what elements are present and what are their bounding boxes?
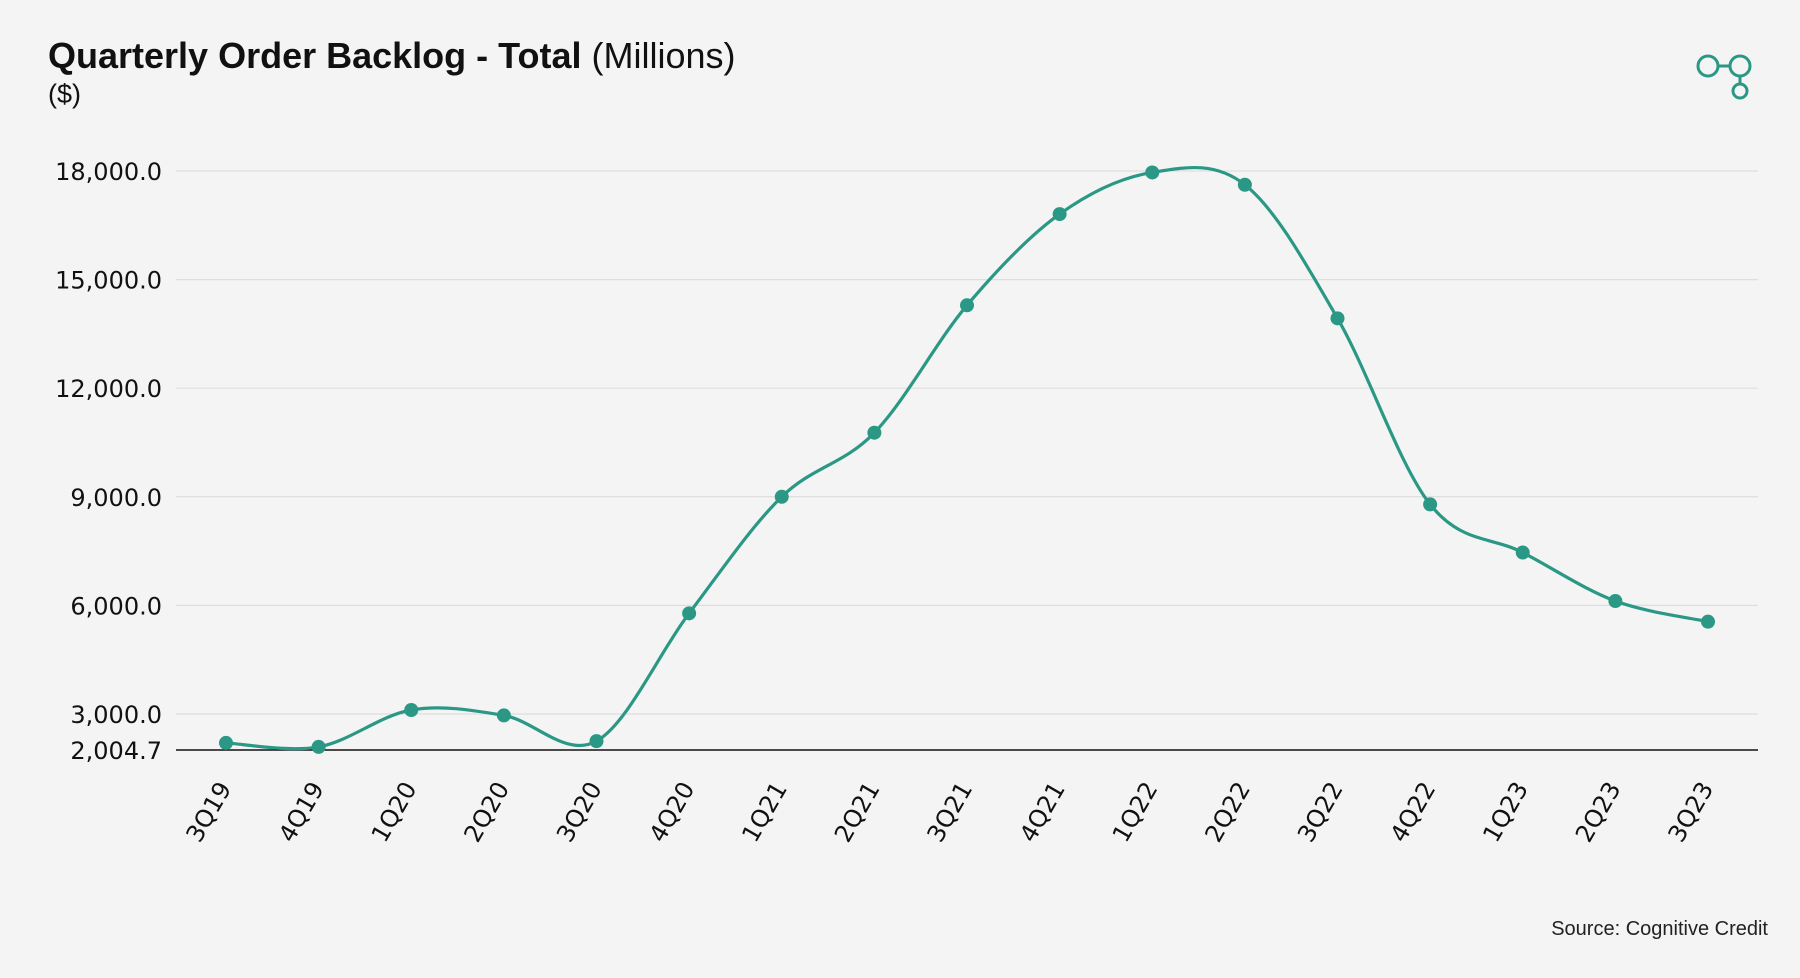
source-note: Source: Cognitive Credit [1551, 918, 1768, 940]
chart-title-main: Quarterly Order Backlog - Total [48, 35, 582, 76]
x-tick-label: 4Q21 [1014, 777, 1071, 847]
x-tick-label: 4Q22 [1385, 777, 1442, 847]
series-line [225, 165, 1709, 751]
data-point [960, 298, 974, 313]
x-tick-label: 4Q20 [644, 777, 701, 847]
title-block: Quarterly Order Backlog - Total (Million… [48, 34, 735, 110]
cognitive-credit-logo-icon [1696, 54, 1752, 100]
x-tick-label: 2Q22 [1199, 777, 1256, 847]
data-point [1515, 545, 1530, 560]
data-point [682, 606, 697, 621]
x-tick-label: 1Q21 [736, 777, 793, 847]
y-tick-label: 12,000.0 [55, 375, 162, 403]
x-tick-label: 1Q23 [1477, 777, 1534, 847]
y-tick-label: 18,000.0 [55, 158, 162, 186]
x-tick-label: 2Q21 [829, 777, 886, 847]
x-tick-label: 3Q22 [1292, 777, 1349, 847]
x-tick-label: 4Q19 [273, 777, 330, 847]
x-tick-label: 3Q21 [922, 777, 979, 847]
x-tick-label: 3Q23 [1663, 777, 1720, 847]
data-point [1145, 165, 1160, 180]
y-axis-unit-label: ($) [48, 79, 81, 109]
y-tick-label: 3,000.0 [70, 701, 162, 729]
y-tick-label: 15,000.0 [55, 267, 162, 295]
data-point [1237, 177, 1252, 192]
data-point [496, 708, 511, 723]
y-tick-label: 6,000.0 [70, 592, 162, 620]
chart-title-unit: (Millions) [591, 35, 736, 76]
data-point [867, 425, 882, 440]
x-tick-label: 1Q20 [366, 777, 423, 847]
data-point [219, 735, 233, 750]
data-point [589, 734, 604, 749]
x-tick-label: 3Q20 [551, 777, 608, 847]
x-tick-label: 2Q20 [458, 777, 515, 847]
x-tick-label: 3Q19 [181, 777, 238, 847]
data-point [774, 489, 789, 504]
data-point [1052, 207, 1067, 222]
data-point [1423, 497, 1438, 512]
data-point [1608, 594, 1623, 609]
data-point [404, 702, 419, 717]
data-point [311, 739, 326, 754]
chart-title: Quarterly Order Backlog - Total (Million… [48, 34, 735, 78]
data-point [1701, 614, 1715, 629]
y-tick-label: 2,004.7 [70, 737, 162, 765]
data-point [1330, 311, 1345, 326]
y-tick-label: 9,000.0 [70, 484, 162, 512]
x-tick-label: 2Q23 [1570, 777, 1627, 847]
x-tick-label: 1Q22 [1107, 777, 1164, 847]
